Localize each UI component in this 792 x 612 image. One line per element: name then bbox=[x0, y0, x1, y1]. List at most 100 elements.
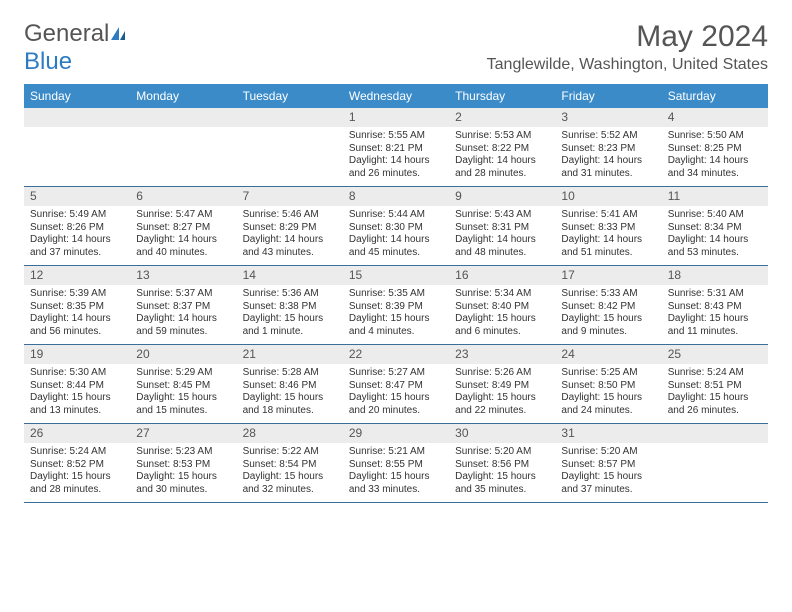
day-info: Sunrise: 5:44 AMSunset: 8:30 PMDaylight:… bbox=[343, 206, 449, 263]
day-info: Sunrise: 5:35 AMSunset: 8:39 PMDaylight:… bbox=[343, 285, 449, 342]
day-cell bbox=[662, 424, 768, 502]
day-info: Sunrise: 5:46 AMSunset: 8:29 PMDaylight:… bbox=[237, 206, 343, 263]
daylight: Daylight: 15 hours and 28 minutes. bbox=[30, 471, 124, 496]
sunrise: Sunrise: 5:46 AM bbox=[243, 209, 337, 222]
day-info: Sunrise: 5:53 AMSunset: 8:22 PMDaylight:… bbox=[449, 127, 555, 184]
daylight: Daylight: 15 hours and 20 minutes. bbox=[349, 392, 443, 417]
day-cell: 18Sunrise: 5:31 AMSunset: 8:43 PMDayligh… bbox=[662, 266, 768, 344]
daylight: Daylight: 14 hours and 51 minutes. bbox=[561, 234, 655, 259]
sunset: Sunset: 8:53 PM bbox=[136, 459, 230, 472]
day-info: Sunrise: 5:27 AMSunset: 8:47 PMDaylight:… bbox=[343, 364, 449, 421]
daylight: Daylight: 14 hours and 26 minutes. bbox=[349, 155, 443, 180]
week-row: 12Sunrise: 5:39 AMSunset: 8:35 PMDayligh… bbox=[24, 266, 768, 345]
sunset: Sunset: 8:39 PM bbox=[349, 301, 443, 314]
sunset: Sunset: 8:43 PM bbox=[668, 301, 762, 314]
daylight: Daylight: 15 hours and 33 minutes. bbox=[349, 471, 443, 496]
day-info: Sunrise: 5:30 AMSunset: 8:44 PMDaylight:… bbox=[24, 364, 130, 421]
sunset: Sunset: 8:50 PM bbox=[561, 380, 655, 393]
day-cell: 23Sunrise: 5:26 AMSunset: 8:49 PMDayligh… bbox=[449, 345, 555, 423]
sunset: Sunset: 8:46 PM bbox=[243, 380, 337, 393]
day-number: 24 bbox=[555, 345, 661, 364]
sunset: Sunset: 8:35 PM bbox=[30, 301, 124, 314]
day-info: Sunrise: 5:39 AMSunset: 8:35 PMDaylight:… bbox=[24, 285, 130, 342]
day-header: Sunday bbox=[24, 84, 130, 108]
day-cell: 16Sunrise: 5:34 AMSunset: 8:40 PMDayligh… bbox=[449, 266, 555, 344]
sunset: Sunset: 8:29 PM bbox=[243, 222, 337, 235]
day-number: 9 bbox=[449, 187, 555, 206]
sunrise: Sunrise: 5:37 AM bbox=[136, 288, 230, 301]
sunset: Sunset: 8:55 PM bbox=[349, 459, 443, 472]
day-cell: 24Sunrise: 5:25 AMSunset: 8:50 PMDayligh… bbox=[555, 345, 661, 423]
day-info: Sunrise: 5:21 AMSunset: 8:55 PMDaylight:… bbox=[343, 443, 449, 500]
day-info: Sunrise: 5:25 AMSunset: 8:50 PMDaylight:… bbox=[555, 364, 661, 421]
brand-logo: GeneralBlue bbox=[24, 20, 130, 76]
day-cell: 11Sunrise: 5:40 AMSunset: 8:34 PMDayligh… bbox=[662, 187, 768, 265]
sunset: Sunset: 8:30 PM bbox=[349, 222, 443, 235]
week-row: 19Sunrise: 5:30 AMSunset: 8:44 PMDayligh… bbox=[24, 345, 768, 424]
day-number: 27 bbox=[130, 424, 236, 443]
sunset: Sunset: 8:34 PM bbox=[668, 222, 762, 235]
day-cell: 26Sunrise: 5:24 AMSunset: 8:52 PMDayligh… bbox=[24, 424, 130, 502]
day-info: Sunrise: 5:31 AMSunset: 8:43 PMDaylight:… bbox=[662, 285, 768, 342]
day-info: Sunrise: 5:55 AMSunset: 8:21 PMDaylight:… bbox=[343, 127, 449, 184]
sunrise: Sunrise: 5:22 AM bbox=[243, 446, 337, 459]
sunset: Sunset: 8:45 PM bbox=[136, 380, 230, 393]
sunrise: Sunrise: 5:25 AM bbox=[561, 367, 655, 380]
sunset: Sunset: 8:38 PM bbox=[243, 301, 337, 314]
sunrise: Sunrise: 5:40 AM bbox=[668, 209, 762, 222]
day-number: 14 bbox=[237, 266, 343, 285]
daylight: Daylight: 15 hours and 26 minutes. bbox=[668, 392, 762, 417]
day-info: Sunrise: 5:22 AMSunset: 8:54 PMDaylight:… bbox=[237, 443, 343, 500]
day-cell: 21Sunrise: 5:28 AMSunset: 8:46 PMDayligh… bbox=[237, 345, 343, 423]
day-cell: 6Sunrise: 5:47 AMSunset: 8:27 PMDaylight… bbox=[130, 187, 236, 265]
day-number bbox=[662, 424, 768, 443]
daylight: Daylight: 14 hours and 28 minutes. bbox=[455, 155, 549, 180]
day-info: Sunrise: 5:20 AMSunset: 8:56 PMDaylight:… bbox=[449, 443, 555, 500]
sunrise: Sunrise: 5:24 AM bbox=[668, 367, 762, 380]
location: Tanglewilde, Washington, United States bbox=[487, 56, 768, 74]
daylight: Daylight: 15 hours and 15 minutes. bbox=[136, 392, 230, 417]
sunset: Sunset: 8:52 PM bbox=[30, 459, 124, 472]
sunrise: Sunrise: 5:31 AM bbox=[668, 288, 762, 301]
day-cell: 14Sunrise: 5:36 AMSunset: 8:38 PMDayligh… bbox=[237, 266, 343, 344]
day-header: Saturday bbox=[662, 84, 768, 108]
day-header: Friday bbox=[555, 84, 661, 108]
day-number: 25 bbox=[662, 345, 768, 364]
sunrise: Sunrise: 5:55 AM bbox=[349, 130, 443, 143]
sunrise: Sunrise: 5:41 AM bbox=[561, 209, 655, 222]
sunset: Sunset: 8:57 PM bbox=[561, 459, 655, 472]
day-info: Sunrise: 5:52 AMSunset: 8:23 PMDaylight:… bbox=[555, 127, 661, 184]
day-info: Sunrise: 5:24 AMSunset: 8:51 PMDaylight:… bbox=[662, 364, 768, 421]
day-cell: 10Sunrise: 5:41 AMSunset: 8:33 PMDayligh… bbox=[555, 187, 661, 265]
day-cell: 3Sunrise: 5:52 AMSunset: 8:23 PMDaylight… bbox=[555, 108, 661, 186]
weeks-container: 1Sunrise: 5:55 AMSunset: 8:21 PMDaylight… bbox=[24, 108, 768, 503]
day-number: 20 bbox=[130, 345, 236, 364]
day-info: Sunrise: 5:43 AMSunset: 8:31 PMDaylight:… bbox=[449, 206, 555, 263]
day-cell: 13Sunrise: 5:37 AMSunset: 8:37 PMDayligh… bbox=[130, 266, 236, 344]
daylight: Daylight: 15 hours and 1 minute. bbox=[243, 313, 337, 338]
daylight: Daylight: 15 hours and 18 minutes. bbox=[243, 392, 337, 417]
daylight: Daylight: 14 hours and 53 minutes. bbox=[668, 234, 762, 259]
sunrise: Sunrise: 5:26 AM bbox=[455, 367, 549, 380]
week-row: 26Sunrise: 5:24 AMSunset: 8:52 PMDayligh… bbox=[24, 424, 768, 503]
sunset: Sunset: 8:44 PM bbox=[30, 380, 124, 393]
day-info: Sunrise: 5:24 AMSunset: 8:52 PMDaylight:… bbox=[24, 443, 130, 500]
sunrise: Sunrise: 5:30 AM bbox=[30, 367, 124, 380]
daylight: Daylight: 15 hours and 9 minutes. bbox=[561, 313, 655, 338]
day-number: 22 bbox=[343, 345, 449, 364]
week-row: 5Sunrise: 5:49 AMSunset: 8:26 PMDaylight… bbox=[24, 187, 768, 266]
day-header: Monday bbox=[130, 84, 236, 108]
day-cell: 12Sunrise: 5:39 AMSunset: 8:35 PMDayligh… bbox=[24, 266, 130, 344]
day-number: 31 bbox=[555, 424, 661, 443]
daylight: Daylight: 15 hours and 37 minutes. bbox=[561, 471, 655, 496]
day-info: Sunrise: 5:34 AMSunset: 8:40 PMDaylight:… bbox=[449, 285, 555, 342]
day-cell bbox=[237, 108, 343, 186]
daylight: Daylight: 15 hours and 4 minutes. bbox=[349, 313, 443, 338]
sail-icon bbox=[110, 26, 130, 42]
day-cell: 22Sunrise: 5:27 AMSunset: 8:47 PMDayligh… bbox=[343, 345, 449, 423]
sunset: Sunset: 8:23 PM bbox=[561, 143, 655, 156]
day-cell: 7Sunrise: 5:46 AMSunset: 8:29 PMDaylight… bbox=[237, 187, 343, 265]
day-info: Sunrise: 5:41 AMSunset: 8:33 PMDaylight:… bbox=[555, 206, 661, 263]
daylight: Daylight: 14 hours and 45 minutes. bbox=[349, 234, 443, 259]
sunrise: Sunrise: 5:28 AM bbox=[243, 367, 337, 380]
